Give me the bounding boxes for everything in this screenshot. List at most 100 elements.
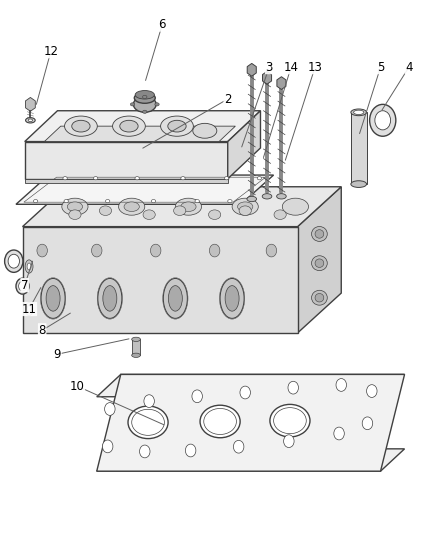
Ellipse shape: [200, 405, 240, 438]
Ellipse shape: [143, 210, 155, 220]
Polygon shape: [262, 71, 272, 84]
Ellipse shape: [113, 116, 145, 136]
Polygon shape: [97, 374, 405, 397]
Polygon shape: [25, 98, 35, 111]
Ellipse shape: [18, 281, 26, 291]
Polygon shape: [22, 227, 297, 333]
Text: 9: 9: [54, 348, 61, 361]
Polygon shape: [297, 187, 341, 333]
Ellipse shape: [93, 176, 98, 180]
Ellipse shape: [351, 181, 367, 188]
Ellipse shape: [27, 263, 31, 270]
Ellipse shape: [274, 210, 286, 220]
Ellipse shape: [134, 96, 156, 112]
Polygon shape: [247, 63, 256, 76]
Ellipse shape: [232, 198, 258, 215]
Ellipse shape: [106, 199, 110, 203]
Polygon shape: [16, 175, 274, 204]
Ellipse shape: [131, 103, 135, 106]
Ellipse shape: [72, 120, 90, 132]
Circle shape: [334, 427, 344, 440]
Ellipse shape: [370, 104, 396, 136]
Ellipse shape: [124, 202, 139, 212]
Ellipse shape: [262, 193, 272, 199]
Ellipse shape: [103, 286, 117, 311]
Circle shape: [144, 395, 154, 408]
Ellipse shape: [119, 198, 145, 215]
Circle shape: [367, 385, 377, 398]
Ellipse shape: [175, 198, 201, 215]
Text: 3: 3: [265, 61, 273, 74]
Ellipse shape: [270, 405, 310, 437]
Ellipse shape: [277, 193, 286, 199]
Text: 7: 7: [21, 279, 28, 292]
Ellipse shape: [315, 230, 324, 238]
Ellipse shape: [239, 206, 251, 215]
Circle shape: [150, 244, 161, 257]
Ellipse shape: [375, 111, 391, 130]
Circle shape: [102, 440, 113, 453]
Ellipse shape: [143, 110, 147, 114]
Circle shape: [140, 445, 150, 458]
Polygon shape: [228, 111, 261, 179]
Ellipse shape: [220, 278, 244, 318]
Circle shape: [37, 244, 47, 257]
Ellipse shape: [311, 256, 327, 271]
Ellipse shape: [64, 199, 68, 203]
Ellipse shape: [64, 116, 97, 136]
Ellipse shape: [161, 116, 193, 136]
Ellipse shape: [67, 202, 82, 212]
Polygon shape: [25, 142, 228, 179]
Circle shape: [209, 244, 220, 257]
Ellipse shape: [33, 199, 38, 203]
Text: 8: 8: [39, 324, 46, 337]
Ellipse shape: [168, 286, 182, 311]
Ellipse shape: [311, 290, 327, 305]
Ellipse shape: [168, 120, 186, 132]
Ellipse shape: [195, 199, 199, 203]
Ellipse shape: [135, 91, 154, 99]
Ellipse shape: [353, 110, 364, 115]
Polygon shape: [22, 187, 341, 227]
Text: 4: 4: [405, 61, 413, 74]
Polygon shape: [25, 179, 228, 183]
Ellipse shape: [25, 118, 35, 123]
Ellipse shape: [98, 278, 122, 318]
Ellipse shape: [5, 250, 23, 272]
Polygon shape: [44, 126, 235, 142]
Circle shape: [92, 244, 102, 257]
Circle shape: [240, 386, 251, 399]
Circle shape: [336, 378, 346, 391]
Circle shape: [192, 390, 202, 402]
Ellipse shape: [132, 353, 141, 358]
Ellipse shape: [315, 294, 324, 302]
Ellipse shape: [99, 206, 112, 215]
Circle shape: [105, 402, 115, 415]
Circle shape: [233, 440, 244, 453]
Ellipse shape: [120, 120, 138, 132]
Circle shape: [288, 381, 298, 394]
Ellipse shape: [63, 176, 67, 180]
Text: 2: 2: [224, 93, 231, 106]
Circle shape: [266, 244, 277, 257]
Polygon shape: [97, 449, 405, 471]
Ellipse shape: [193, 123, 217, 138]
Ellipse shape: [237, 202, 253, 212]
Ellipse shape: [25, 260, 33, 273]
Ellipse shape: [143, 95, 147, 99]
Text: 12: 12: [43, 45, 58, 58]
Ellipse shape: [257, 176, 261, 180]
Ellipse shape: [62, 198, 88, 215]
Ellipse shape: [283, 198, 308, 215]
Text: 10: 10: [70, 379, 85, 393]
Ellipse shape: [311, 227, 327, 241]
Text: 14: 14: [283, 61, 299, 74]
Ellipse shape: [135, 176, 139, 180]
Ellipse shape: [181, 176, 185, 180]
Ellipse shape: [315, 259, 324, 268]
Ellipse shape: [351, 109, 367, 116]
Ellipse shape: [163, 278, 187, 318]
Ellipse shape: [28, 119, 32, 122]
Ellipse shape: [132, 337, 141, 342]
Ellipse shape: [155, 103, 159, 106]
